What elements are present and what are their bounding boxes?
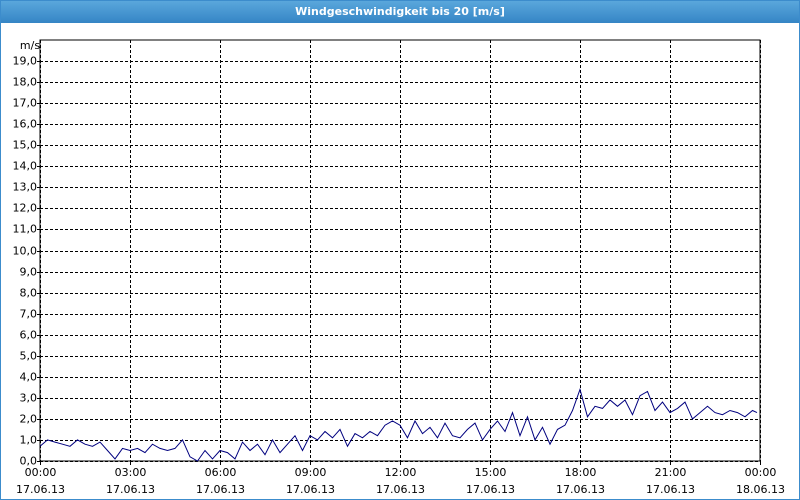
y-tick-label: 14,0	[13, 160, 38, 173]
x-tick-label: 21:00 17.06.13	[646, 466, 695, 496]
y-tick-label: 4,0	[20, 371, 38, 384]
y-tick-label: 9,0	[20, 266, 38, 279]
y-tick-label: 3,0	[20, 392, 38, 405]
y-tick-label: 11,0	[13, 223, 38, 236]
y-tick-label: 16,0	[13, 118, 38, 131]
y-tick-label: 0,0	[20, 455, 38, 468]
y-tick-label: 12,0	[13, 202, 38, 215]
x-tick-label: 03:00 17.06.13	[106, 466, 155, 496]
y-tick-label: 6,0	[20, 329, 38, 342]
window-title: Windgeschwindigkeit bis 20 [m/s]	[1, 1, 799, 23]
data-line	[39, 387, 758, 462]
y-tick-label: 17,0	[13, 97, 38, 110]
y-tick-label: 13,0	[13, 181, 38, 194]
x-tick-label: 12:00 17.06.13	[376, 466, 425, 496]
x-tick-label: 06:00 17.06.13	[196, 466, 245, 496]
y-axis-label: m/s	[20, 39, 40, 52]
x-tick-label: 00:00 17.06.13	[16, 466, 65, 496]
y-tick-label: 10,0	[13, 245, 38, 258]
y-tick-label: 7,0	[20, 308, 38, 321]
y-tick-label: 18,0	[13, 76, 38, 89]
y-tick-label: 1,0	[20, 434, 38, 447]
y-tick-label: 5,0	[20, 350, 38, 363]
y-tick-label: 19,0	[13, 55, 38, 68]
y-tick-label: 2,0	[20, 413, 38, 426]
y-tick-label: 8,0	[20, 287, 38, 300]
x-tick-label: 09:00 17.06.13	[286, 466, 335, 496]
x-tick-label: 00:00 18.06.13	[736, 466, 785, 496]
x-tick-label: 18:00 17.06.13	[556, 466, 605, 496]
y-tick-label: 15,0	[13, 139, 38, 152]
x-tick-label: 15:00 17.06.13	[466, 466, 515, 496]
